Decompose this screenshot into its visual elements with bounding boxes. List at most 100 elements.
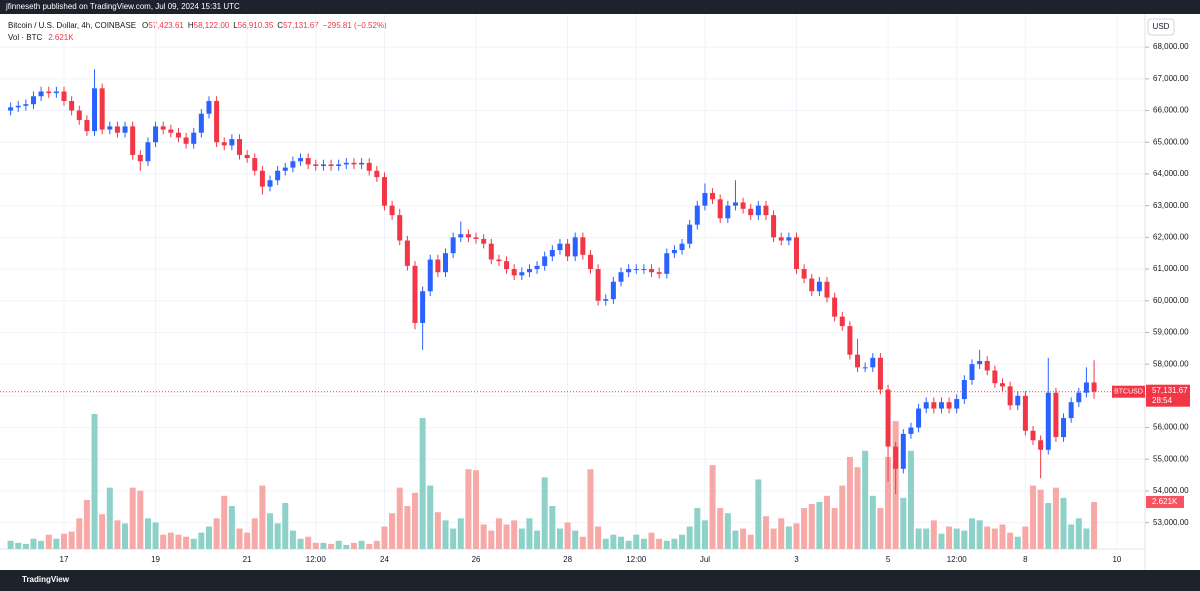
volume-bar bbox=[541, 477, 548, 549]
currency-button[interactable] bbox=[1147, 18, 1175, 36]
candle-body bbox=[595, 269, 601, 301]
ohlc-value: 58,122.00 bbox=[194, 21, 230, 30]
x-tick-label: 10 bbox=[1112, 555, 1121, 564]
x-tick-label: 12:00 bbox=[947, 555, 968, 564]
volume-bar bbox=[602, 538, 609, 549]
candle-body bbox=[511, 269, 517, 276]
candle-body bbox=[542, 256, 548, 266]
volume-bar bbox=[183, 536, 190, 549]
volume-bar bbox=[419, 418, 426, 549]
volume-bar bbox=[968, 518, 975, 549]
volume-bar bbox=[389, 513, 396, 549]
candle-body bbox=[435, 259, 441, 273]
volume-bar bbox=[869, 495, 876, 549]
volume-bar bbox=[358, 540, 365, 549]
volume-bar bbox=[724, 513, 731, 549]
candle-body bbox=[488, 243, 494, 260]
candle-body bbox=[710, 192, 716, 200]
candle-body bbox=[832, 297, 838, 317]
candle-body bbox=[1091, 382, 1097, 392]
price-tag-text: 57,131.67 bbox=[1152, 386, 1188, 395]
volume-bar bbox=[465, 469, 472, 549]
ohlc-key: H bbox=[188, 21, 194, 30]
volume-bar bbox=[679, 534, 686, 549]
candle-body bbox=[816, 281, 822, 292]
x-tick-label: 5 bbox=[886, 555, 891, 564]
candle-body bbox=[69, 101, 75, 111]
volume-bar bbox=[137, 490, 144, 549]
candle-body bbox=[305, 158, 311, 165]
volume-bar bbox=[656, 538, 663, 549]
volume-bar bbox=[526, 518, 533, 549]
grid bbox=[0, 14, 1145, 549]
candle-body bbox=[351, 162, 357, 165]
change: −295.81 (−0.52%) bbox=[323, 21, 387, 30]
candle-body bbox=[656, 272, 662, 274]
volume-bar bbox=[434, 512, 441, 549]
symbol: Bitcoin / U.S. Dollar, 4h, COINBASE bbox=[8, 21, 136, 30]
volume-bar bbox=[1075, 518, 1082, 549]
volume-bar bbox=[671, 538, 678, 549]
volume-bar bbox=[122, 523, 129, 549]
volume-bar bbox=[83, 499, 90, 549]
currency[interactable]: USD bbox=[1153, 22, 1170, 31]
candle-body bbox=[282, 167, 288, 171]
volume-bar bbox=[1007, 532, 1014, 549]
y-tick-label: 54,000.00 bbox=[1153, 486, 1189, 495]
candle-body bbox=[633, 269, 639, 271]
candle-body bbox=[618, 272, 624, 282]
candle-body bbox=[183, 137, 189, 144]
volume-bar bbox=[152, 522, 159, 549]
candle-body bbox=[160, 126, 166, 130]
volume-bar bbox=[648, 532, 655, 549]
candle-body bbox=[877, 357, 883, 390]
candle-body bbox=[381, 177, 387, 206]
volume-bar bbox=[205, 526, 212, 549]
volume-bar bbox=[663, 540, 670, 549]
candle-body bbox=[717, 199, 723, 219]
volume-bar bbox=[259, 485, 266, 549]
candle-body bbox=[458, 234, 464, 238]
y-tick-label: 61,000.00 bbox=[1153, 264, 1189, 273]
volume-bar bbox=[579, 536, 586, 549]
candle-body bbox=[1015, 395, 1021, 406]
candle-body bbox=[153, 126, 159, 143]
volume-bar bbox=[396, 487, 403, 549]
volume-bar bbox=[282, 502, 289, 549]
candle-body bbox=[61, 91, 67, 102]
candle-body bbox=[526, 269, 532, 273]
x-tick-label: 8 bbox=[1023, 555, 1028, 564]
volume-bar bbox=[1022, 526, 1029, 549]
volume-bar bbox=[91, 414, 98, 549]
candle-body bbox=[389, 205, 395, 216]
ohlc-key: L bbox=[233, 21, 238, 30]
x-tick-label: 26 bbox=[472, 555, 481, 564]
volume-bar bbox=[221, 495, 228, 549]
candle-body bbox=[885, 389, 891, 447]
volume-bar bbox=[938, 533, 945, 549]
y-tick-label: 58,000.00 bbox=[1153, 359, 1189, 368]
volume-bar bbox=[495, 518, 502, 549]
candle-body bbox=[275, 170, 281, 181]
candle-body bbox=[359, 162, 365, 165]
candle-body bbox=[664, 253, 670, 274]
candle-body bbox=[1083, 382, 1089, 393]
y-tick-label: 68,000.00 bbox=[1153, 42, 1189, 51]
candle-body bbox=[923, 402, 929, 409]
candle-body bbox=[481, 238, 487, 244]
candle-body bbox=[168, 129, 174, 133]
volume-bar bbox=[450, 528, 457, 549]
candle-body bbox=[755, 205, 761, 216]
x-tick-label: 12:00 bbox=[306, 555, 327, 564]
x-tick-label: 28 bbox=[563, 555, 572, 564]
candle-body bbox=[114, 126, 120, 133]
candle-body bbox=[977, 360, 983, 365]
volume-bar bbox=[694, 508, 701, 549]
candle-body bbox=[519, 272, 525, 276]
legend-line: Bitcoin / U.S. Dollar, 4h, COINBASE O57,4… bbox=[8, 21, 387, 30]
volume-tag-text: 2.621K bbox=[1152, 497, 1178, 506]
volume-bar bbox=[328, 543, 335, 549]
candle-body bbox=[938, 402, 944, 409]
candle-body bbox=[397, 215, 403, 241]
ohlc-key: O bbox=[142, 21, 148, 30]
